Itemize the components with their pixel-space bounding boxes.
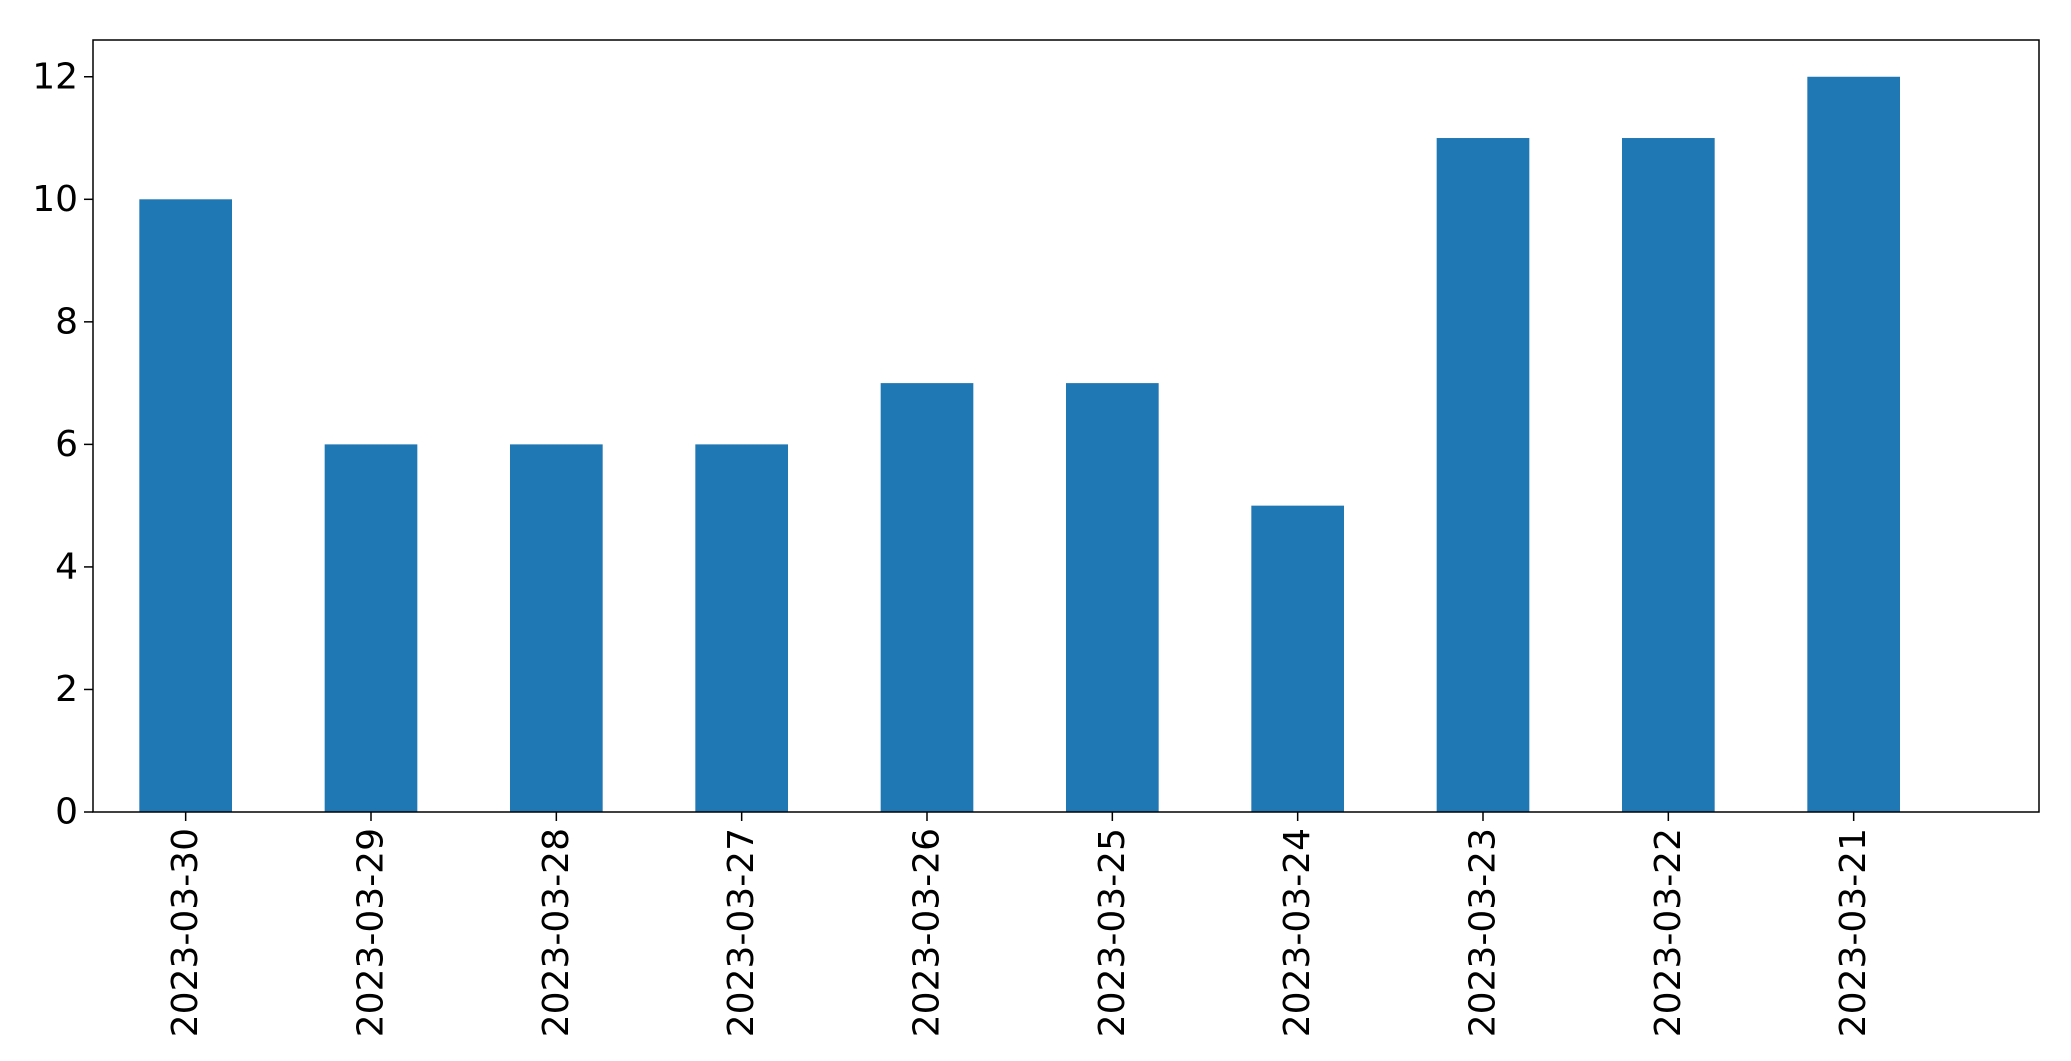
y-tick-label: 8 (55, 301, 78, 342)
x-tick-label: 2023-03-23 (1463, 828, 1504, 1037)
bar-2023-03-29 (324, 444, 418, 812)
bar-2023-03-25 (1066, 383, 1159, 812)
bar-2023-03-30 (139, 199, 232, 813)
bars-group (139, 76, 1900, 813)
x-tick-label: 2023-03-27 (721, 828, 762, 1037)
bar-2023-03-22 (1622, 138, 1715, 813)
y-axis: 0 2 4 6 8 10 12 (32, 56, 93, 833)
x-tick-label: 2023-03-26 (907, 828, 948, 1037)
y-tick-label: 6 (55, 424, 78, 465)
y-tick-label: 2 (55, 669, 78, 710)
x-tick-label: 2023-03-22 (1648, 828, 1689, 1037)
x-axis: 2023-03-30 2023-03-29 2023-03-28 2023-03-27… (165, 812, 1874, 1037)
x-tick-label: 2023-03-25 (1092, 828, 1133, 1037)
y-tick-label: 10 (32, 179, 78, 220)
bar-2023-03-23 (1436, 138, 1530, 813)
plot-frame (92, 39, 2040, 813)
bar-2023-03-24 (1251, 505, 1344, 812)
y-tick-label: 12 (32, 56, 78, 97)
y-tick-label: 4 (55, 546, 78, 587)
bar-2023-03-26 (880, 383, 974, 812)
bar-2023-03-28 (510, 444, 603, 812)
x-tick-label: 2023-03-30 (165, 828, 206, 1037)
x-tick-label: 2023-03-24 (1277, 828, 1318, 1037)
x-tick-label: 2023-03-28 (536, 828, 577, 1037)
y-tick-label: 0 (55, 792, 78, 833)
bar-2023-03-27 (695, 444, 788, 812)
x-tick-label: 2023-03-21 (1833, 828, 1874, 1037)
bar-2023-03-21 (1807, 76, 1900, 812)
x-tick-label: 2023-03-29 (351, 828, 392, 1037)
